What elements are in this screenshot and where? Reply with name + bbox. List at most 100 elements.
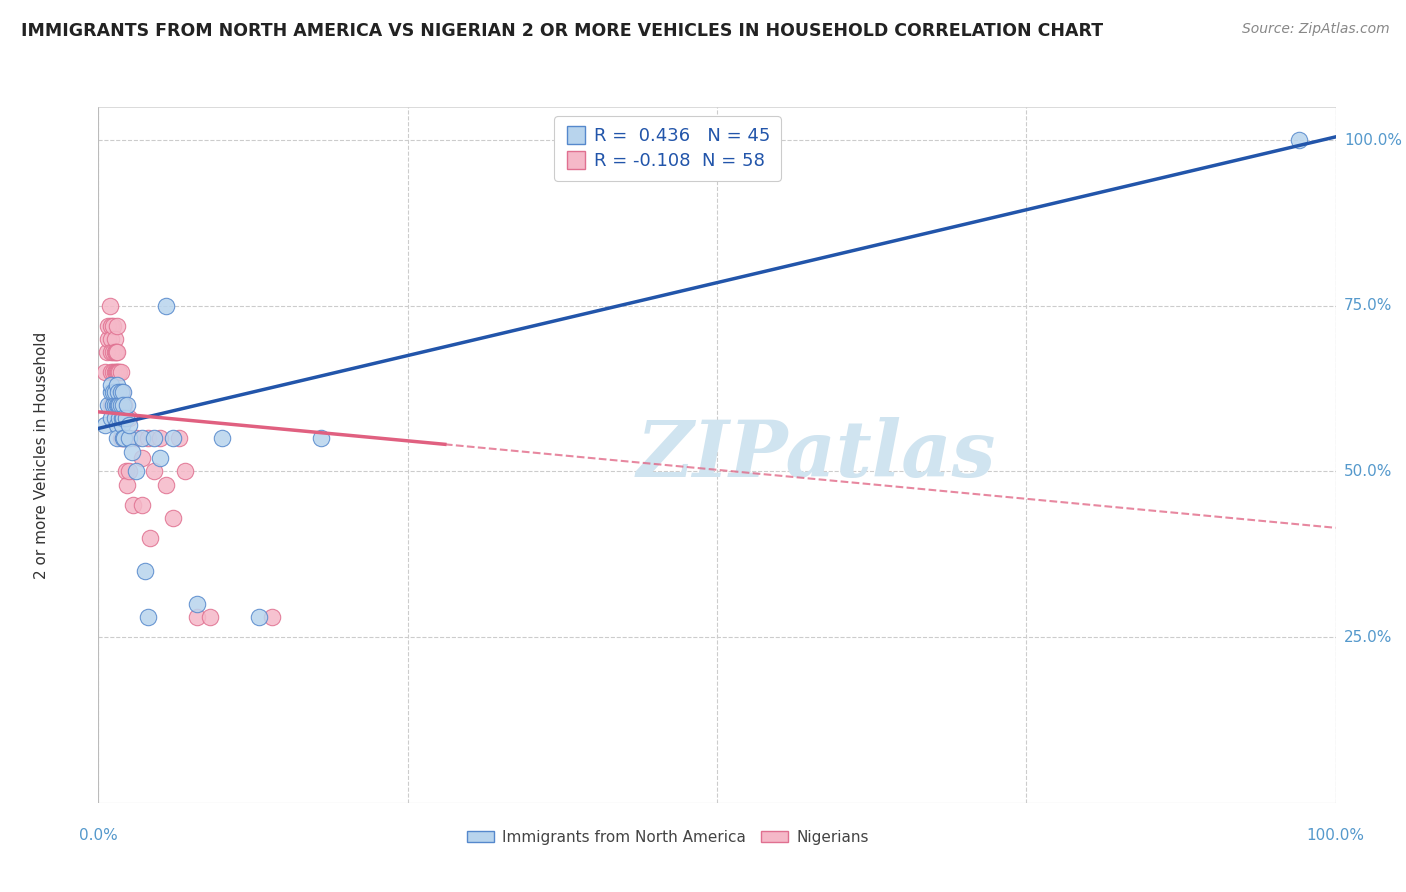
Point <box>112 431 135 445</box>
Point <box>115 398 138 412</box>
Point <box>149 431 172 445</box>
Y-axis label: 2 or more Vehicles in Household: 2 or more Vehicles in Household <box>34 331 49 579</box>
Point <box>103 411 125 425</box>
Point <box>105 318 128 333</box>
Point <box>111 418 134 433</box>
Point <box>143 465 166 479</box>
Point <box>103 384 125 399</box>
Point <box>100 384 122 399</box>
Point <box>114 465 136 479</box>
Point <box>112 398 135 412</box>
Point <box>118 418 141 433</box>
Point <box>93 418 115 433</box>
Point <box>162 511 184 525</box>
Point <box>96 345 118 359</box>
Point <box>103 365 125 379</box>
Point <box>100 318 122 333</box>
Point <box>110 398 132 412</box>
Point <box>103 398 125 412</box>
Point <box>105 398 128 412</box>
Point <box>103 411 125 425</box>
Point <box>118 465 141 479</box>
Point <box>115 431 138 445</box>
Point <box>115 477 138 491</box>
Point <box>112 384 135 399</box>
Point <box>124 431 146 445</box>
Point <box>103 332 125 346</box>
Text: 100.0%: 100.0% <box>1306 828 1365 843</box>
Point <box>103 384 125 399</box>
Point <box>114 431 136 445</box>
Point <box>211 431 233 445</box>
Point <box>105 398 128 412</box>
Point <box>139 531 162 545</box>
Point <box>100 411 122 425</box>
Point <box>131 451 153 466</box>
Point <box>103 365 125 379</box>
Point <box>136 431 159 445</box>
Point <box>118 431 141 445</box>
Point <box>105 418 128 433</box>
Point <box>107 384 129 399</box>
Point <box>118 411 141 425</box>
Text: 50.0%: 50.0% <box>1344 464 1392 479</box>
Point <box>108 411 131 425</box>
Point <box>98 299 121 313</box>
Point <box>186 597 208 611</box>
Point <box>107 365 129 379</box>
Point <box>143 431 166 445</box>
Point <box>112 431 135 445</box>
Point <box>111 411 134 425</box>
Point <box>100 345 122 359</box>
Point <box>105 365 128 379</box>
Point <box>103 398 125 412</box>
Point <box>131 498 153 512</box>
Point <box>111 384 134 399</box>
Point <box>174 465 197 479</box>
Point <box>103 318 125 333</box>
Point <box>149 451 172 466</box>
Point <box>110 384 132 399</box>
Text: 100.0%: 100.0% <box>1344 133 1402 148</box>
Point <box>124 465 146 479</box>
Point <box>105 378 128 392</box>
Point <box>131 431 153 445</box>
Point <box>105 431 128 445</box>
Point <box>112 411 135 425</box>
Point <box>112 398 135 412</box>
Point <box>108 365 131 379</box>
Point <box>162 431 184 445</box>
Point <box>97 398 120 412</box>
Point <box>100 332 122 346</box>
Point <box>103 345 125 359</box>
Point <box>100 398 122 412</box>
Point <box>104 345 127 359</box>
Point <box>110 365 132 379</box>
Point <box>105 345 128 359</box>
Point <box>1288 133 1310 147</box>
Point <box>97 318 120 333</box>
Point <box>107 398 129 412</box>
Point <box>103 384 125 399</box>
Point <box>198 610 221 624</box>
Point <box>108 384 131 399</box>
Point <box>167 431 190 445</box>
Point <box>186 610 208 624</box>
Point <box>155 299 177 313</box>
Point <box>100 378 122 392</box>
Point <box>134 564 156 578</box>
Point <box>104 365 127 379</box>
Point <box>155 477 177 491</box>
Point <box>309 431 332 445</box>
Legend: Immigrants from North America, Nigerians: Immigrants from North America, Nigerians <box>461 823 875 851</box>
Point <box>136 610 159 624</box>
Text: ZIPatlas: ZIPatlas <box>637 417 995 493</box>
Point <box>110 431 132 445</box>
Point <box>103 345 125 359</box>
Point <box>111 411 134 425</box>
Point <box>121 444 143 458</box>
Text: 0.0%: 0.0% <box>79 828 118 843</box>
Point <box>97 332 120 346</box>
Point <box>93 365 115 379</box>
Point <box>108 411 131 425</box>
